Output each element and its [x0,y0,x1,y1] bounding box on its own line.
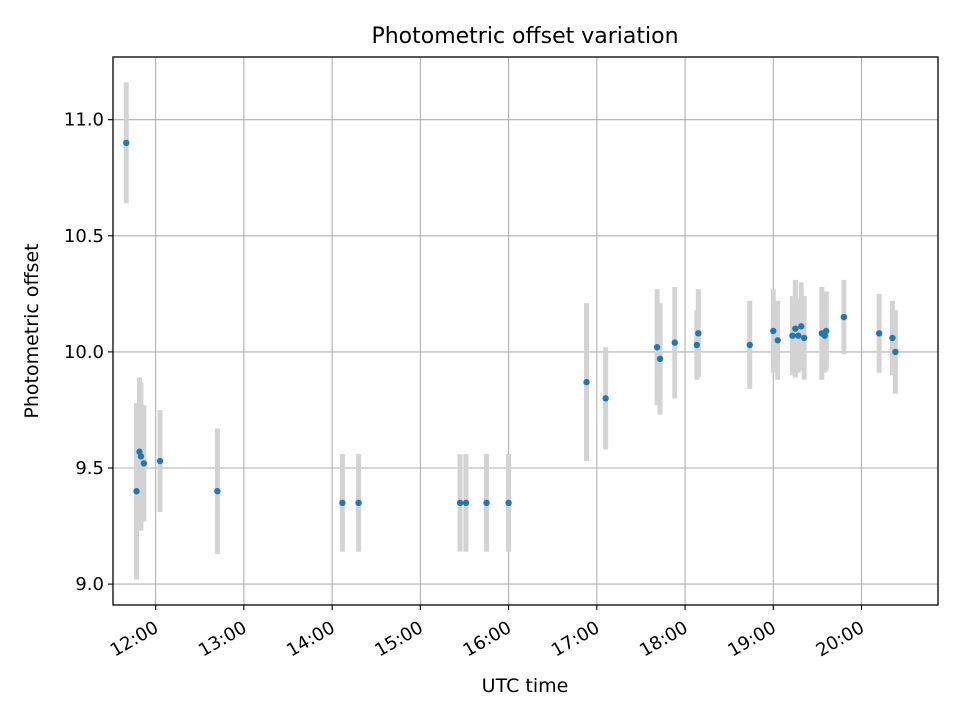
y-axis-ticks: 9.0 9.5 10.0 10.5 11.0 [64,110,113,595]
data-point [892,348,899,356]
data-point [746,341,753,349]
data-point [789,332,796,339]
data-point [140,460,148,467]
data-point [214,488,221,495]
y-tick-label: 9.0 [75,574,104,595]
data-point [483,499,490,507]
data-point [156,457,164,465]
data-point [840,313,848,321]
data-point [653,344,661,351]
data-point [800,334,808,342]
data-point [823,327,830,335]
grid-lines [113,57,938,605]
data-point [123,139,130,147]
data-point [798,323,805,330]
data-point [792,325,799,332]
chart-title: Photometric offset variation [371,24,678,49]
data-point [456,499,464,507]
data-point [583,378,590,386]
data-point [137,453,145,460]
data-point [770,327,777,335]
y-tick-label: 11.0 [64,110,104,131]
data-point [774,337,781,344]
y-axis-label: Photometric offset [21,243,43,418]
y-tick-label: 9.5 [75,458,104,479]
data-point [355,499,362,507]
data-point [462,499,470,507]
data-point [656,355,664,363]
x-axis-label: UTC time [482,675,569,697]
data-point [133,488,140,495]
data-point [875,330,883,337]
data-point [671,339,678,346]
data-point [339,499,346,507]
data-point [602,395,609,402]
data-point [505,499,512,507]
data-point [695,330,702,337]
y-tick-label: 10.0 [64,342,104,363]
data-points [123,139,899,507]
data-point [693,341,701,349]
plot-frame [112,56,939,606]
y-tick-label: 10.5 [64,226,104,247]
plot-area-background [113,57,938,605]
data-point [889,334,896,342]
data-point [795,332,802,339]
